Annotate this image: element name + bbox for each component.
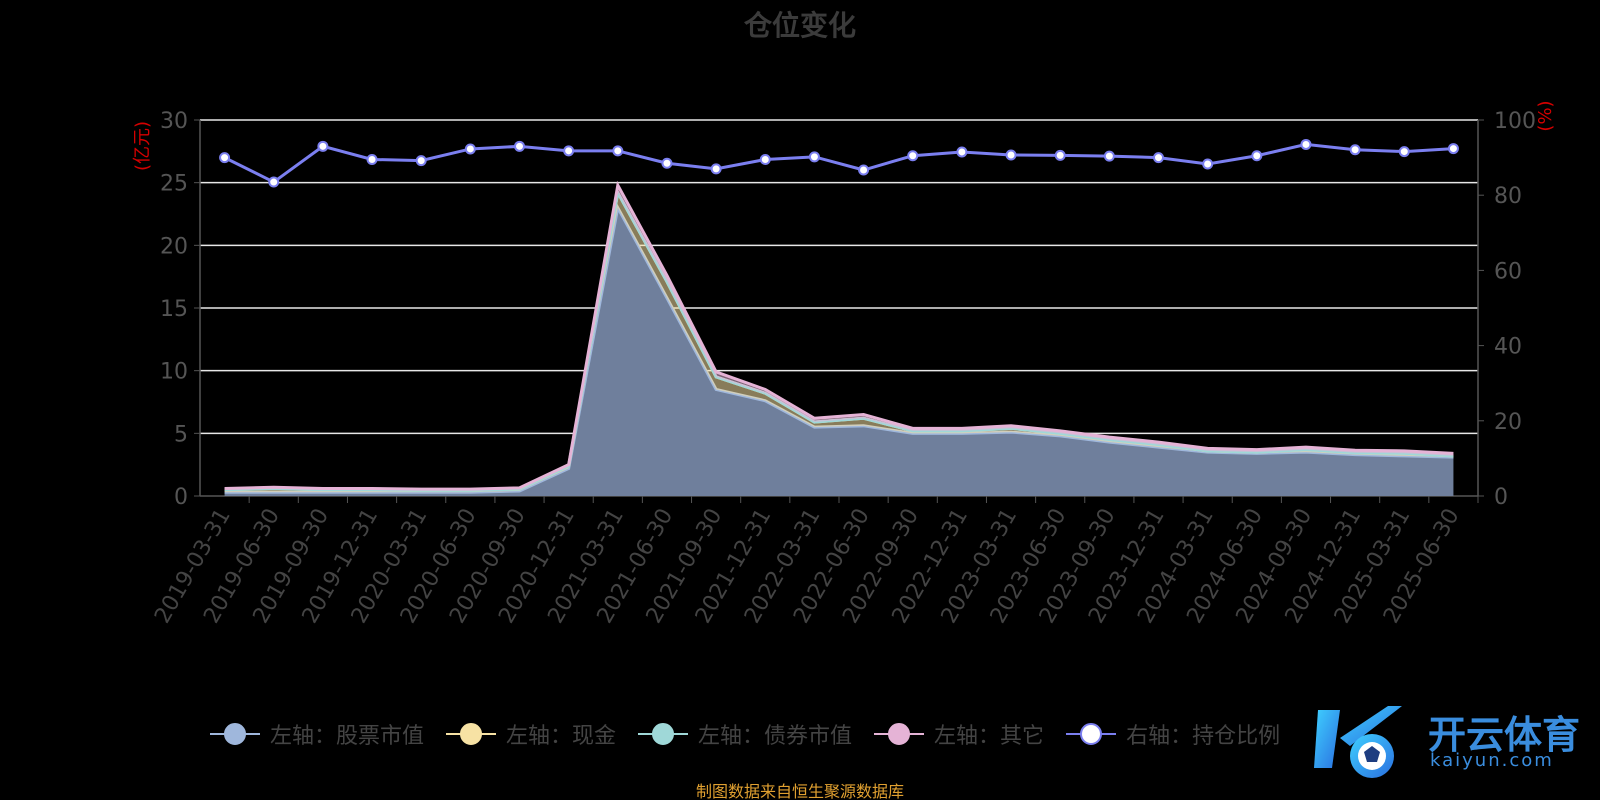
watermark-subtext: kaiyun.com — [1430, 750, 1554, 771]
y-right-tick-label: 100 — [1494, 109, 1536, 134]
y-left-tick-label: 15 — [160, 297, 188, 322]
legend-label: 左轴：股票市值 — [270, 724, 425, 749]
legend: 左轴：股票市值 左轴：现金 左轴：债券市值 左轴：其它 右轴：持仓比例 — [210, 718, 1280, 750]
y-left-tick-label: 25 — [160, 172, 188, 197]
ratio-point — [464, 143, 476, 155]
legend-swatch-icon — [874, 721, 925, 747]
ratio-point — [219, 152, 231, 164]
legend-swatch-icon — [1066, 721, 1117, 747]
ratio-point — [1103, 150, 1115, 162]
ratio-point — [1054, 149, 1066, 161]
ratio-point — [808, 151, 820, 163]
legend-item[interactable]: 右轴：持仓比例 — [1066, 718, 1280, 750]
ratio-point — [514, 140, 525, 152]
legend-item[interactable]: 左轴：股票市值 — [210, 718, 424, 750]
ratio-point — [1447, 143, 1459, 155]
ratio-point — [366, 153, 378, 165]
y-right-tick-label: 40 — [1494, 335, 1522, 360]
area-edge-左轴：其它 — [224, 180, 1454, 491]
legend-label: 左轴：债券市值 — [698, 724, 853, 749]
ratio-point — [268, 176, 280, 188]
legend-swatch-icon — [446, 721, 497, 747]
chart-title: 仓位变化 — [743, 9, 856, 42]
legend-item[interactable]: 左轴：其它 — [874, 718, 1044, 750]
legend-item[interactable]: 左轴：现金 — [446, 718, 616, 750]
ratio-point — [1202, 158, 1214, 170]
ratio-point — [710, 163, 722, 175]
ratio-point — [661, 157, 673, 169]
y-left-tick-label: 30 — [160, 109, 188, 134]
kaiyun-logo-icon — [1314, 706, 1402, 778]
watermark-text: 开云体育 — [1428, 713, 1581, 757]
legend-label: 右轴：持仓比例 — [1126, 724, 1281, 749]
y-left-tick-label: 10 — [160, 360, 188, 385]
ratio-point — [317, 140, 329, 152]
y-left-tick-label: 0 — [174, 485, 188, 510]
ratio-point — [1300, 138, 1312, 150]
legend-label: 左轴：现金 — [506, 724, 617, 749]
area-左轴：股票市值 — [224, 207, 1454, 496]
y-right-tick-label: 20 — [1494, 410, 1522, 435]
ratio-point — [1251, 150, 1263, 162]
ratio-point — [907, 150, 919, 162]
ratio-point — [612, 145, 624, 157]
ratio-point — [1005, 149, 1017, 161]
source-note: 制图数据来自恒生聚源数据库 — [695, 782, 904, 800]
ratio-point — [1398, 146, 1410, 158]
y-right-tick-label: 0 — [1494, 485, 1508, 510]
ratio-line — [223, 142, 1454, 184]
ratio-point — [956, 146, 968, 158]
watermark-logo: 开云体育 kaiyun.com — [1310, 698, 1590, 788]
legend-label: 左轴：其它 — [934, 724, 1045, 749]
ratio-line-layer — [219, 138, 1459, 188]
legend-swatch-icon — [638, 721, 689, 747]
ratio-point — [563, 145, 575, 157]
y-right-tick-label: 80 — [1494, 184, 1522, 209]
area-layer — [224, 180, 1454, 496]
ratio-point — [1349, 144, 1361, 156]
y-right-tick-label: 60 — [1494, 259, 1522, 284]
legend-swatch-icon — [210, 721, 260, 747]
y-left-tick-label: 5 — [174, 422, 188, 447]
y-left-unit-label: (亿元) — [132, 121, 153, 171]
ratio-point — [759, 153, 771, 165]
ratio-point — [858, 164, 870, 176]
ratio-point — [415, 155, 427, 167]
ratio-point — [1153, 152, 1164, 164]
y-right-unit-label: (%) — [1535, 100, 1556, 131]
axis-layer: 051015202530020406080100(亿元)(%)2019-03-3… — [132, 100, 1556, 627]
legend-item[interactable]: 左轴：债券市值 — [638, 718, 852, 750]
y-left-tick-label: 20 — [160, 234, 188, 259]
